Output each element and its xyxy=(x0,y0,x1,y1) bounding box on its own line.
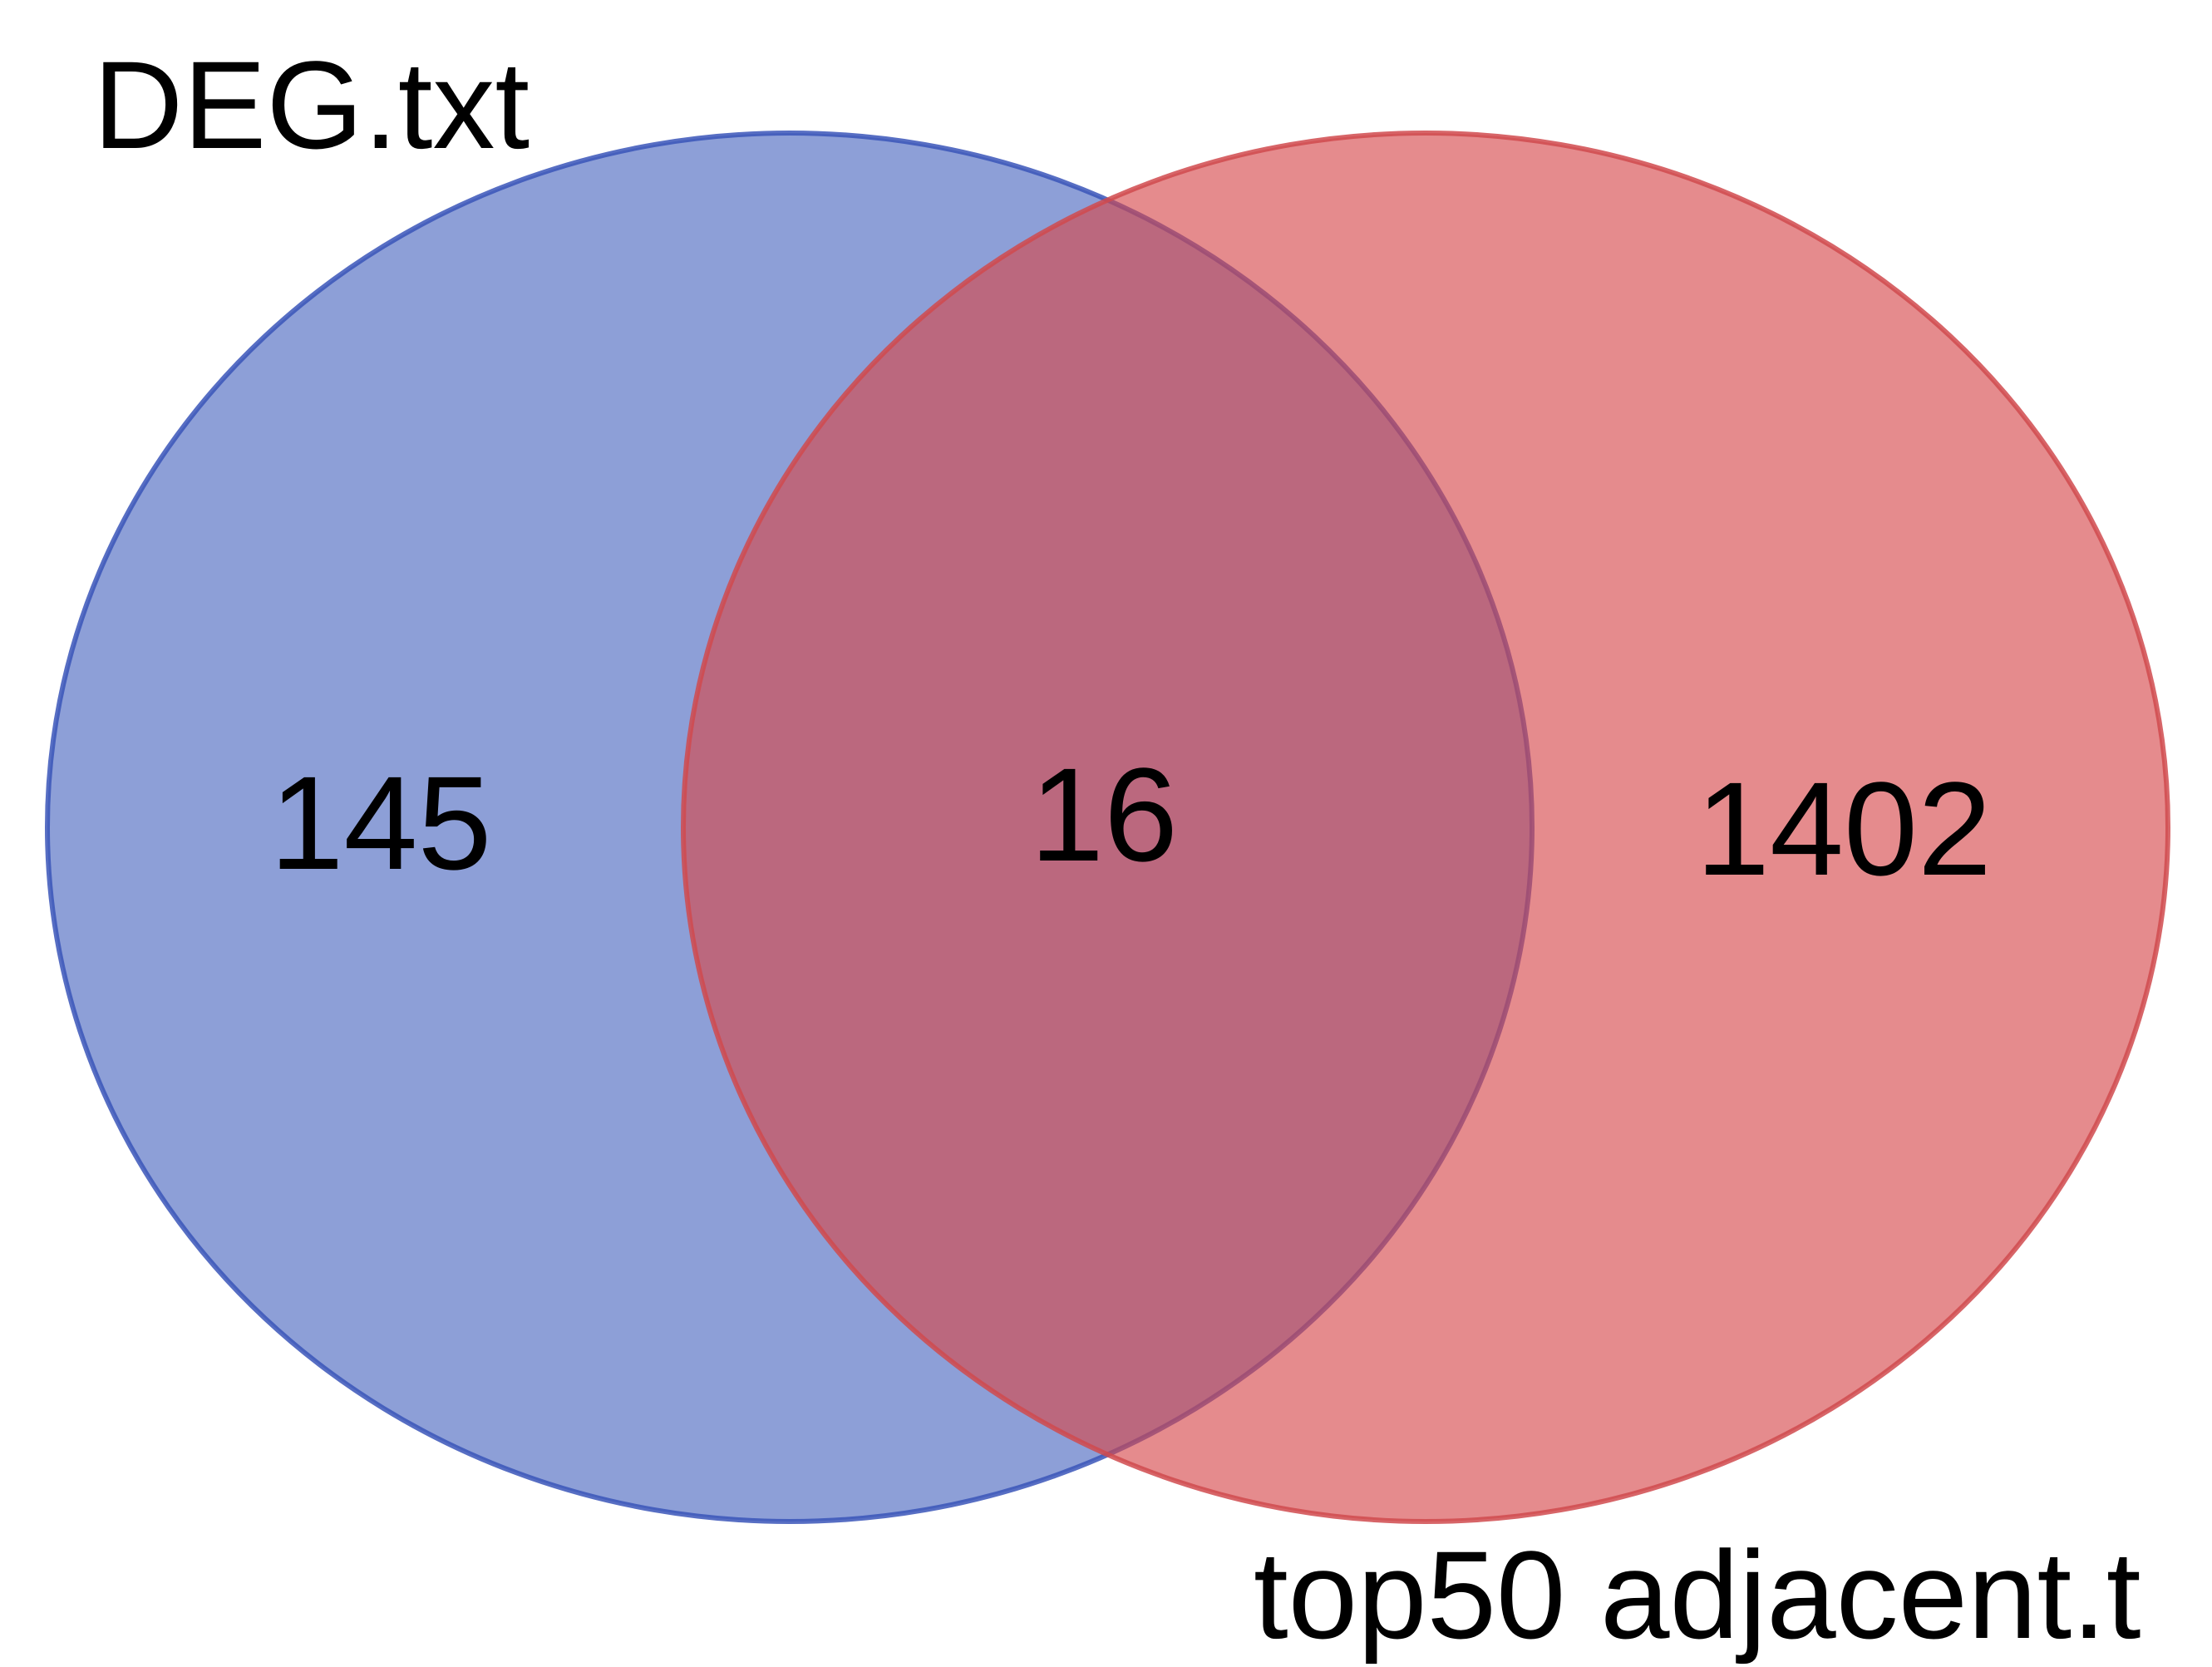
count-intersection: 16 xyxy=(1030,740,1178,889)
count-deg-only: 145 xyxy=(270,748,492,897)
set-label-top50-adjacent: top50 adjacent.t xyxy=(1254,1525,2141,1665)
set-circle-top50-adjacent xyxy=(681,131,2170,1524)
count-top50-adjacent-only: 1402 xyxy=(1696,754,1992,903)
set-label-deg: DEG.txt xyxy=(93,35,530,175)
